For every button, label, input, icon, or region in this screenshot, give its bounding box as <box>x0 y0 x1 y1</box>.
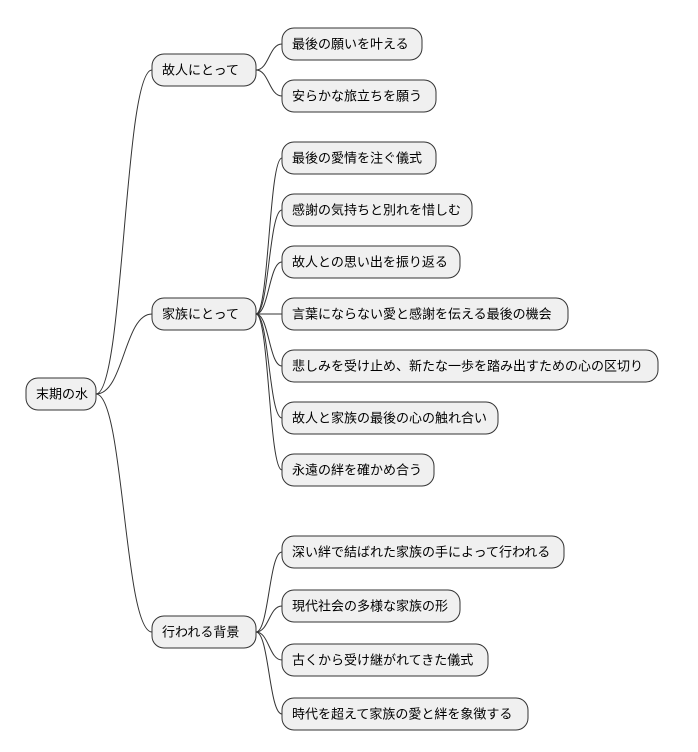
node-label: 悲しみを受け止め、新たな一歩を踏み出すための心の区切り <box>292 358 643 373</box>
node-label: 現代社会の多様な家族の形 <box>292 598 448 613</box>
edge <box>256 632 282 660</box>
edge <box>256 314 282 470</box>
nodes-layer: 末期の水 故人にとって家族にとって行われる背景 最後の願いを叶える安らかな旅立ちを願… <box>26 28 658 730</box>
node-label: 行われる背景 <box>162 624 239 639</box>
node-label: 故人と家族の最後の心の触れ合い <box>292 410 487 425</box>
node-label: 感謝の気持ちと別れを惜しむ <box>292 202 461 217</box>
node-label: 言葉にならない愛と感謝を伝える最後の機会 <box>292 306 552 321</box>
node-label: 最後の願いを叶える <box>292 36 409 51</box>
edge <box>256 314 282 366</box>
node-label: 故人にとって <box>162 62 239 77</box>
edge <box>256 314 282 418</box>
node-label: 家族にとって <box>162 306 239 321</box>
edge <box>256 210 282 314</box>
node-label: 時代を超えて家族の愛と絆を象徴する <box>292 706 512 721</box>
edge <box>96 70 152 394</box>
node-b3: 行われる背景 <box>152 616 256 648</box>
edge <box>256 262 282 314</box>
node-b2c3: 故人との思い出を振り返る <box>282 246 460 278</box>
node-b2c7: 永遠の絆を確かめ合う <box>282 454 434 486</box>
node-b3c1: 深い絆で結ばれた家族の手によって行われる <box>282 536 564 568</box>
edges-layer <box>96 44 282 714</box>
edge <box>96 394 152 632</box>
node-b1c1: 最後の願いを叶える <box>282 28 422 60</box>
node-b2c2: 感謝の気持ちと別れを惜しむ <box>282 194 472 226</box>
node-label: 深い絆で結ばれた家族の手によって行われる <box>292 544 550 559</box>
node-label: 故人との思い出を振り返る <box>292 254 448 269</box>
node-b2c1: 最後の愛情を注ぐ儀式 <box>282 142 436 174</box>
node-b1c2: 安らかな旅立ちを願う <box>282 80 436 112</box>
node-b2c6: 故人と家族の最後の心の触れ合い <box>282 402 498 434</box>
node-label: 末期の水 <box>36 386 88 401</box>
mindmap-diagram: 末期の水 故人にとって家族にとって行われる背景 最後の願いを叶える安らかな旅立ちを願… <box>0 0 698 752</box>
node-b2c5: 悲しみを受け止め、新たな一歩を踏み出すための心の区切り <box>282 350 658 382</box>
edge <box>256 70 282 96</box>
node-label: 最後の愛情を注ぐ儀式 <box>292 150 422 165</box>
node-b2c4: 言葉にならない愛と感謝を伝える最後の機会 <box>282 298 568 330</box>
node-root: 末期の水 <box>26 378 96 410</box>
node-label: 古くから受け継がれてきた儀式 <box>292 652 473 667</box>
node-b2: 家族にとって <box>152 298 256 330</box>
edge <box>256 44 282 70</box>
node-label: 安らかな旅立ちを願う <box>292 88 422 103</box>
node-b1: 故人にとって <box>152 54 256 86</box>
edge <box>256 606 282 632</box>
node-label: 永遠の絆を確かめ合う <box>292 462 422 477</box>
edge <box>256 632 282 714</box>
node-b3c4: 時代を超えて家族の愛と絆を象徴する <box>282 698 528 730</box>
edge <box>256 158 282 314</box>
node-b3c3: 古くから受け継がれてきた儀式 <box>282 644 488 676</box>
node-b3c2: 現代社会の多様な家族の形 <box>282 590 460 622</box>
